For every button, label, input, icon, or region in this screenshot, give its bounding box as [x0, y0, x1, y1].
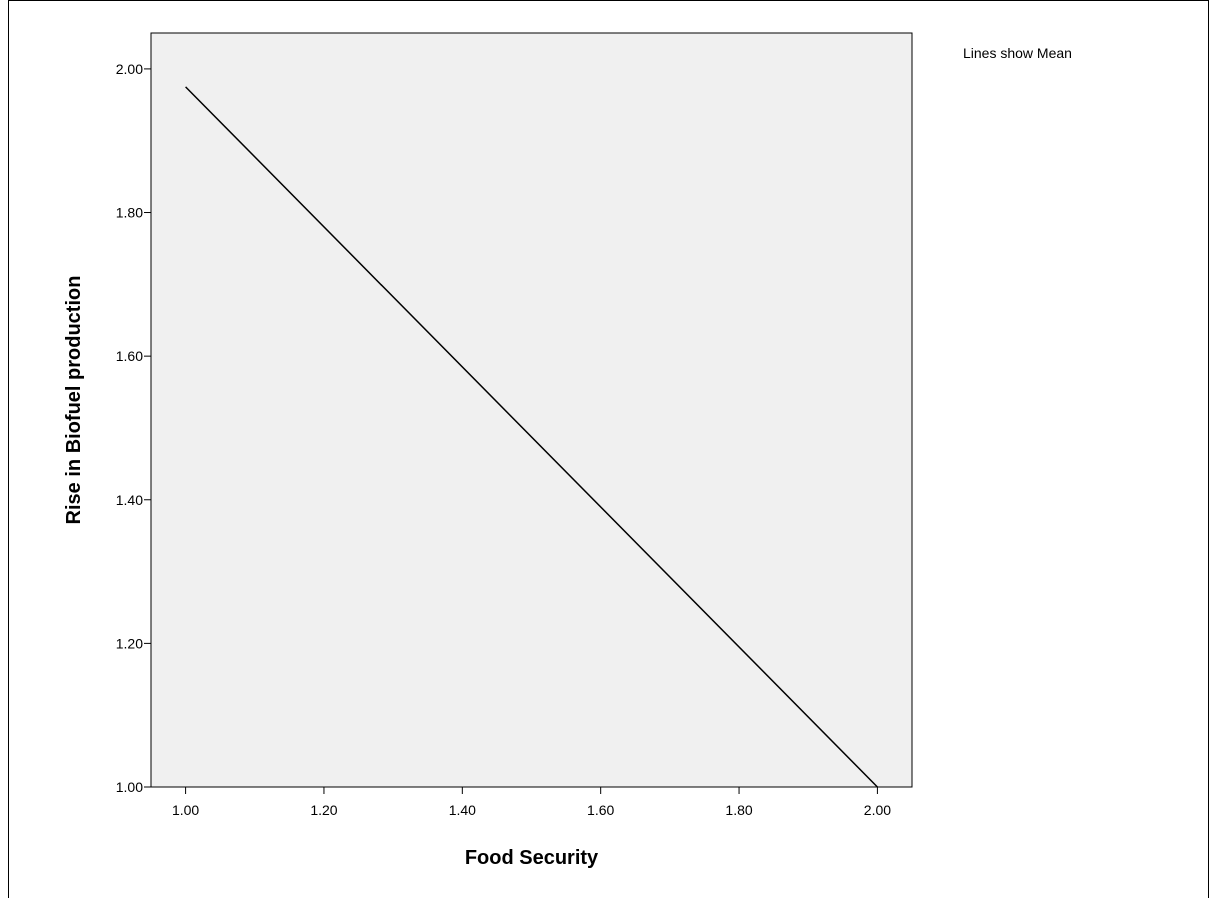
x-tick-label: 1.20	[310, 802, 337, 818]
x-axis-title: Food Security	[465, 847, 599, 869]
y-tick-label: 2.00	[116, 61, 143, 77]
x-tick-label: 1.60	[587, 802, 614, 818]
y-tick-label: 1.40	[116, 492, 143, 508]
y-axis: 1.00 1.20 1.40 1.60 1.80 2.00	[116, 61, 151, 795]
mean-line	[185, 86, 878, 788]
x-tick-label: 2.00	[864, 802, 891, 818]
plot-area	[150, 32, 913, 788]
y-tick-label: 1.60	[116, 348, 143, 364]
y-axis-title: Rise in Biofuel production	[63, 276, 85, 525]
x-axis: 1.00 1.20 1.40 1.60 1.80 2.00	[172, 787, 891, 818]
y-tick-label: 1.20	[116, 635, 143, 651]
x-tick-label: 1.40	[449, 802, 476, 818]
chart-frame	[8, 0, 1209, 898]
y-tick-label: 1.80	[116, 205, 143, 221]
y-tick-label: 1.00	[116, 779, 143, 795]
series-layer	[185, 86, 878, 788]
annotation-lines-show-mean: Lines show Mean	[963, 45, 1072, 61]
x-tick-label: 1.00	[172, 802, 199, 818]
x-tick-label: 1.80	[725, 802, 752, 818]
